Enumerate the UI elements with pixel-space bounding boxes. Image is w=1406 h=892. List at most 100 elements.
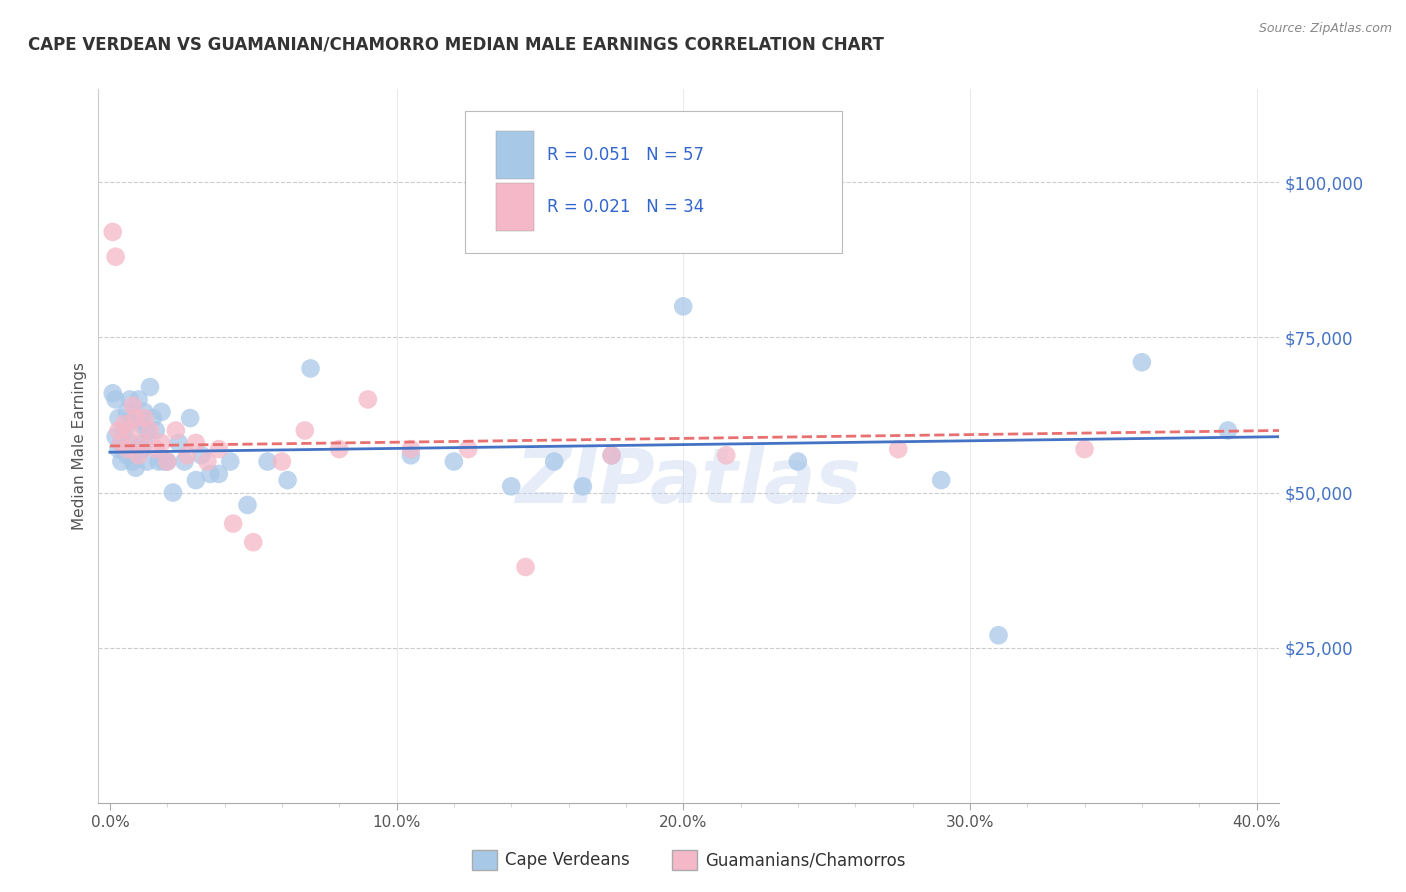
Point	[145, 442, 167, 456]
Point	[190, 448, 212, 462]
Point	[294, 424, 316, 438]
Point	[128, 448, 150, 462]
FancyBboxPatch shape	[496, 131, 534, 179]
Point	[101, 225, 124, 239]
Point	[219, 454, 242, 468]
Point	[150, 405, 173, 419]
Point	[142, 411, 165, 425]
Point	[107, 442, 129, 456]
Point	[121, 399, 143, 413]
Point	[887, 442, 910, 456]
Point	[195, 454, 218, 468]
Point	[125, 460, 148, 475]
Point	[125, 411, 148, 425]
Point	[139, 424, 162, 438]
Point	[131, 436, 153, 450]
Point	[176, 448, 198, 462]
Point	[173, 454, 195, 468]
Point	[134, 405, 156, 419]
Point	[107, 411, 129, 425]
Point	[1073, 442, 1095, 456]
Point	[929, 473, 952, 487]
Point	[672, 299, 695, 313]
Point	[115, 405, 138, 419]
Point	[153, 454, 176, 468]
Point	[328, 442, 350, 456]
Point	[443, 454, 465, 468]
Text: ZIPatlas: ZIPatlas	[516, 445, 862, 518]
Point	[118, 392, 141, 407]
Point	[110, 436, 132, 450]
Point	[156, 454, 179, 468]
Point	[200, 467, 222, 481]
Point	[299, 361, 322, 376]
Point	[128, 411, 150, 425]
Point	[572, 479, 595, 493]
Point	[115, 448, 138, 462]
Point	[104, 430, 127, 444]
Text: Source: ZipAtlas.com: Source: ZipAtlas.com	[1258, 22, 1392, 36]
Point	[179, 411, 201, 425]
Text: CAPE VERDEAN VS GUAMANIAN/CHAMORRO MEDIAN MALE EARNINGS CORRELATION CHART: CAPE VERDEAN VS GUAMANIAN/CHAMORRO MEDIA…	[28, 36, 884, 54]
Text: R = 0.021   N = 34: R = 0.021 N = 34	[547, 198, 704, 216]
Point	[786, 454, 808, 468]
Point	[987, 628, 1010, 642]
Point	[515, 560, 537, 574]
Point	[128, 392, 150, 407]
Point	[167, 436, 190, 450]
Point	[165, 424, 187, 438]
Point	[104, 250, 127, 264]
Point	[145, 424, 167, 438]
Point	[115, 442, 138, 456]
Point	[148, 454, 170, 468]
Point	[716, 448, 738, 462]
Point	[136, 454, 159, 468]
Point	[1130, 355, 1153, 369]
Point	[501, 479, 523, 493]
Point	[110, 454, 132, 468]
Point	[399, 448, 422, 462]
FancyBboxPatch shape	[464, 111, 842, 253]
Point	[156, 454, 179, 468]
Point	[184, 436, 207, 450]
Point	[112, 417, 135, 432]
Point	[457, 442, 479, 456]
Y-axis label: Median Male Earnings: Median Male Earnings	[72, 362, 87, 530]
Point	[112, 424, 135, 438]
Point	[162, 485, 184, 500]
Point	[600, 448, 623, 462]
Point	[256, 454, 278, 468]
Point	[208, 467, 231, 481]
Point	[131, 442, 153, 456]
Point	[110, 436, 132, 450]
Point	[121, 454, 143, 468]
Point	[1216, 424, 1239, 438]
Point	[543, 454, 565, 468]
FancyBboxPatch shape	[496, 184, 534, 231]
Point	[399, 442, 422, 456]
Point	[242, 535, 264, 549]
Point	[357, 392, 380, 407]
Point	[600, 448, 623, 462]
Text: R = 0.051   N = 57: R = 0.051 N = 57	[547, 146, 704, 164]
Point	[277, 473, 299, 487]
Point	[136, 424, 159, 438]
Point	[107, 424, 129, 438]
Point	[131, 417, 153, 432]
Point	[134, 411, 156, 425]
Point	[112, 442, 135, 456]
Point	[139, 380, 162, 394]
Point	[134, 436, 156, 450]
Point	[150, 436, 173, 450]
Point	[270, 454, 292, 468]
Point	[121, 411, 143, 425]
Legend: Cape Verdeans, Guamanians/Chamorros: Cape Verdeans, Guamanians/Chamorros	[465, 843, 912, 877]
Point	[118, 436, 141, 450]
Point	[101, 386, 124, 401]
Point	[236, 498, 259, 512]
Point	[125, 442, 148, 456]
Point	[104, 392, 127, 407]
Point	[184, 473, 207, 487]
Point	[208, 442, 231, 456]
Point	[118, 424, 141, 438]
